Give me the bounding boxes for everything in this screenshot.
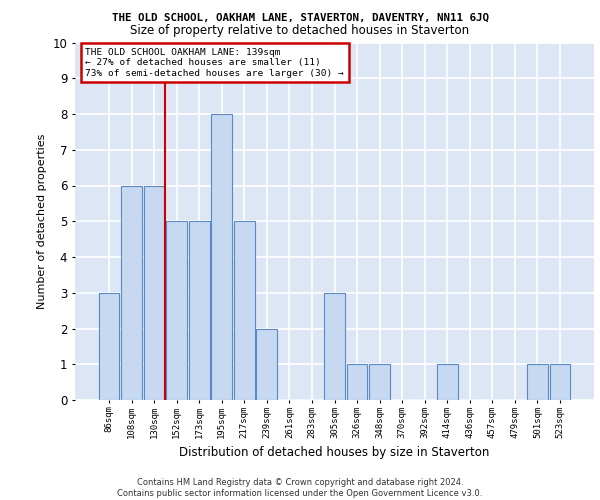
Bar [234,221,254,400]
Bar [369,364,390,400]
Text: THE OLD SCHOOL, OAKHAM LANE, STAVERTON, DAVENTRY, NN11 6JQ: THE OLD SCHOOL, OAKHAM LANE, STAVERTON, … [112,12,488,22]
Text: Size of property relative to detached houses in Staverton: Size of property relative to detached ho… [130,24,470,37]
Text: THE OLD SCHOOL OAKHAM LANE: 139sqm
← 27% of detached houses are smaller (11)
73%: THE OLD SCHOOL OAKHAM LANE: 139sqm ← 27%… [85,48,344,78]
X-axis label: Distribution of detached houses by size in Staverton: Distribution of detached houses by size … [179,446,490,459]
Bar [324,292,345,400]
Bar [527,364,548,400]
Bar [437,364,458,400]
Y-axis label: Number of detached properties: Number of detached properties [37,134,47,309]
Text: Contains HM Land Registry data © Crown copyright and database right 2024.
Contai: Contains HM Land Registry data © Crown c… [118,478,482,498]
Bar [550,364,571,400]
Bar [143,186,164,400]
Bar [121,186,142,400]
Bar [256,328,277,400]
Bar [98,292,119,400]
Bar [211,114,232,400]
Bar [347,364,367,400]
Bar [189,221,209,400]
Bar [166,221,187,400]
